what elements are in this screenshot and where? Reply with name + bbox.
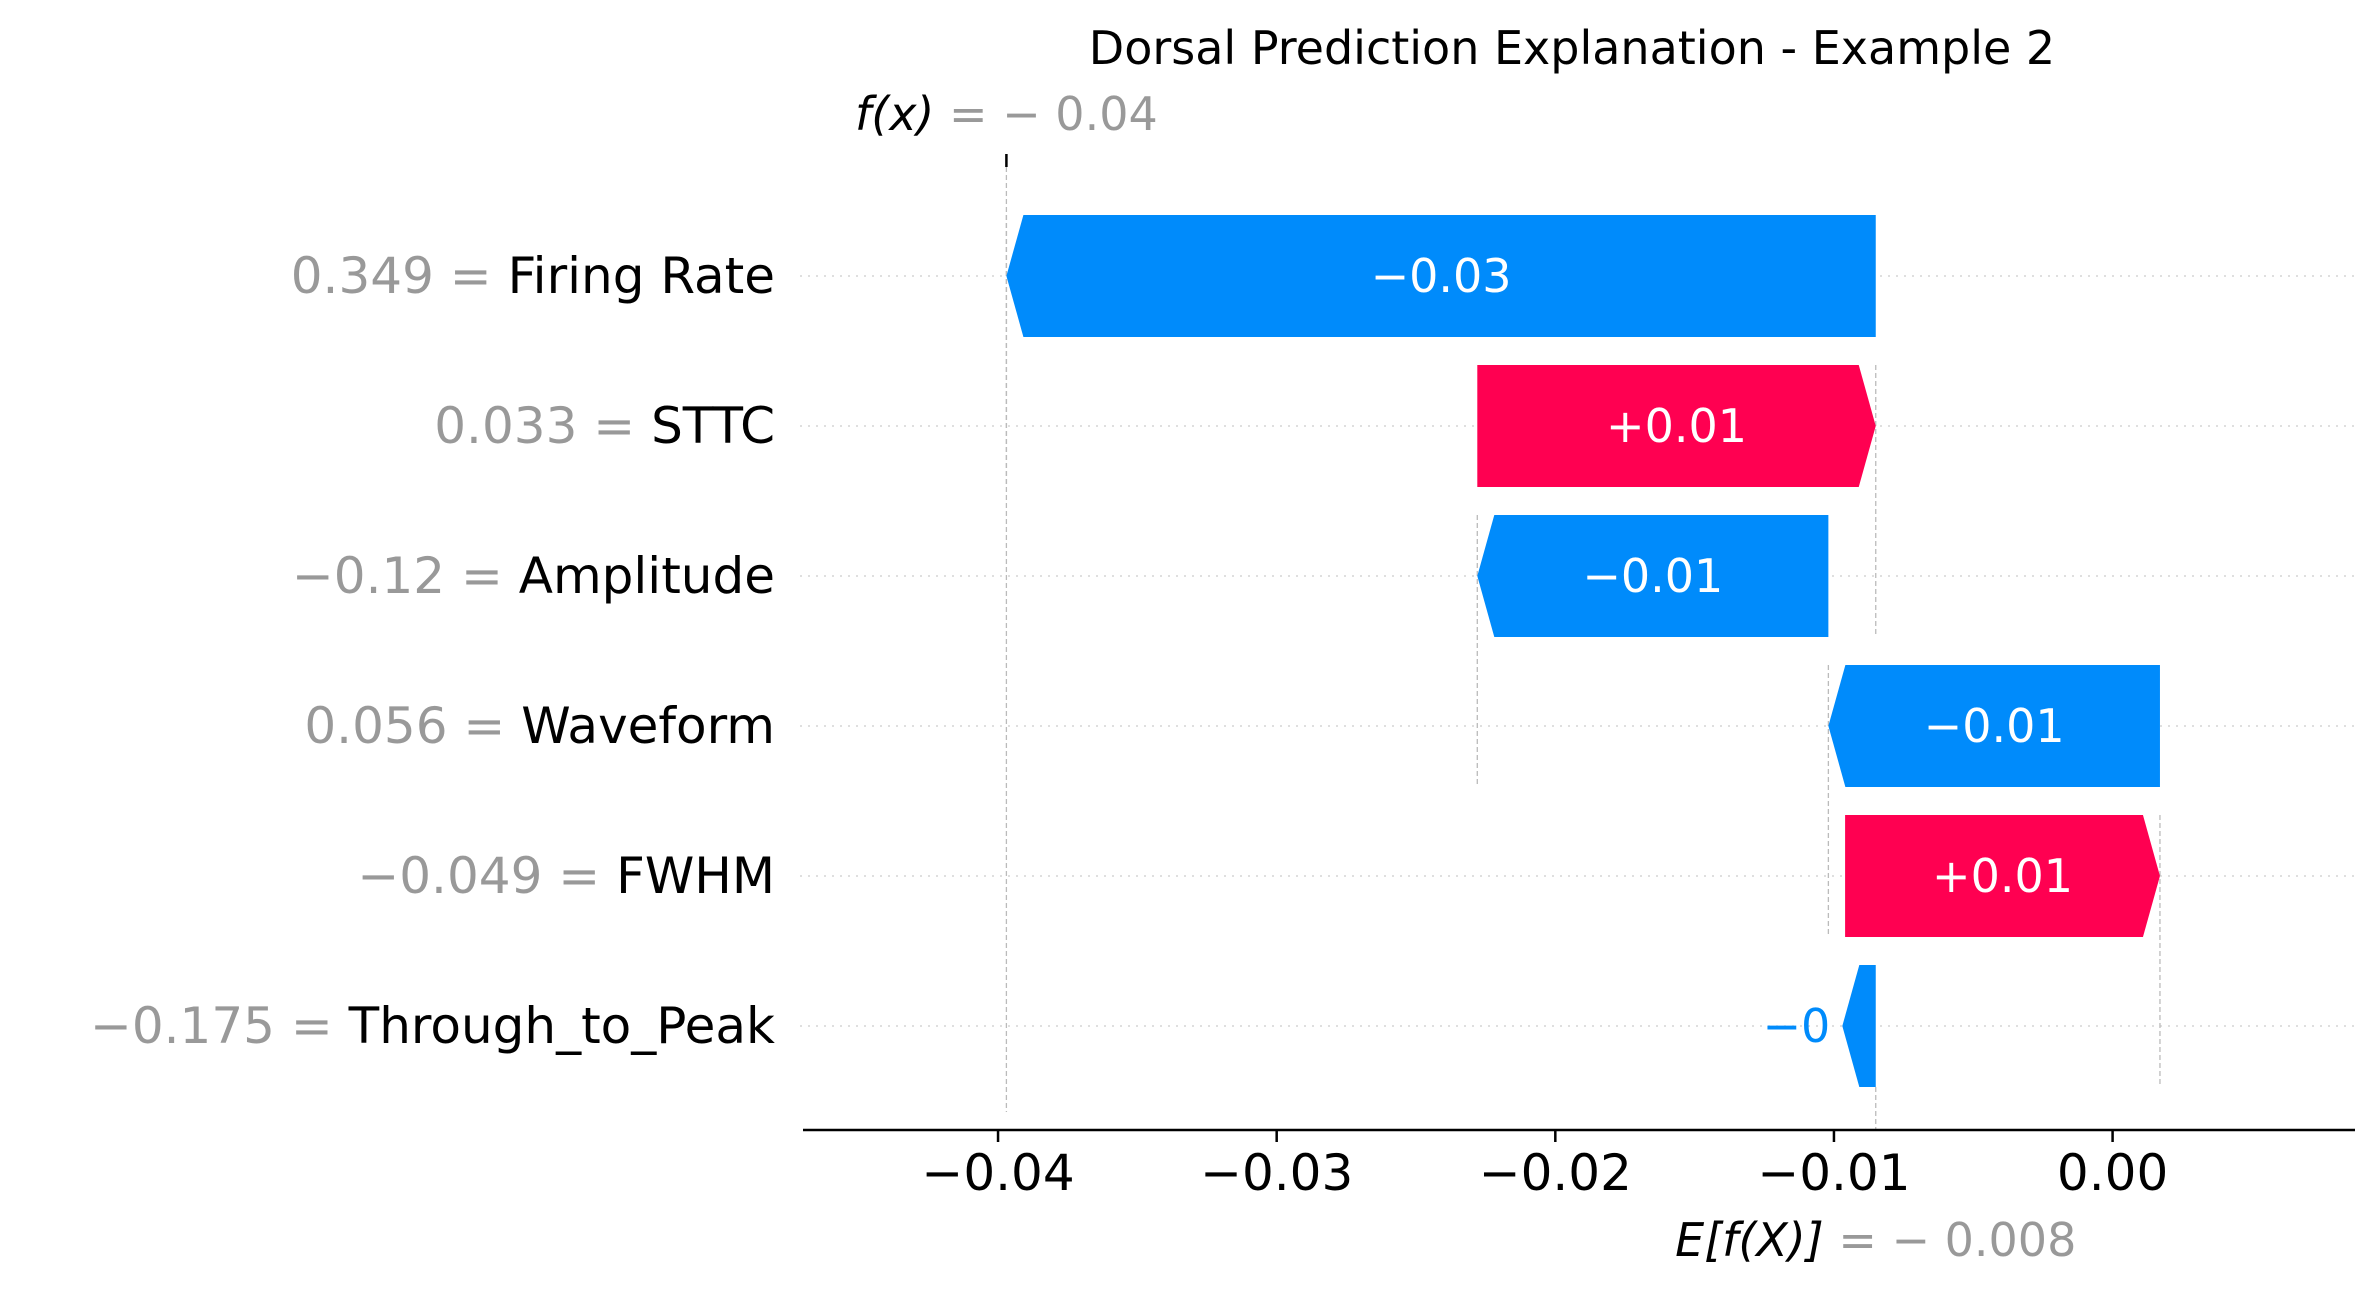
feature-labels: 0.349 = Firing Rate 0.033 = STTC −0.12 = A… xyxy=(90,247,775,1055)
bar-1 xyxy=(1477,365,1876,487)
bar-0 xyxy=(1006,215,1876,337)
base-value-annotation: E[f(X)] = − 0.008 xyxy=(1675,1213,2076,1267)
fx-annotation: f(x) = − 0.04 xyxy=(855,87,1158,167)
feature-label-2: −0.12 = Amplitude xyxy=(292,547,775,605)
x-tick-label-3: −0.01 xyxy=(1757,1144,1910,1202)
bar-4 xyxy=(1845,815,2160,937)
bar-label-5: −0 xyxy=(1762,999,1830,1053)
base-label-text: E[f(X)] = − 0.008 xyxy=(1675,1213,2076,1267)
fx-label-text: f(x) = − 0.04 xyxy=(855,87,1158,141)
bar-5 xyxy=(1842,965,1876,1087)
x-axis: −0.04 −0.03 −0.02 −0.01 0.00 xyxy=(803,1128,2355,1202)
chart-title: Dorsal Prediction Explanation - Example … xyxy=(1089,21,2055,75)
bar-label-1: +0.01 xyxy=(1606,399,1747,453)
feature-label-1: 0.033 = STTC xyxy=(434,397,775,455)
bar-label-0: −0.03 xyxy=(1371,249,1512,303)
feature-label-4: −0.049 = FWHM xyxy=(357,847,775,905)
feature-label-0: 0.349 = Firing Rate xyxy=(291,247,775,305)
bar-3 xyxy=(1828,665,2160,787)
x-tick-label-0: −0.04 xyxy=(921,1144,1074,1202)
x-tick-label-2: −0.02 xyxy=(1479,1144,1632,1202)
feature-label-3: 0.056 = Waveform xyxy=(304,697,775,755)
feature-label-5: −0.175 = Through_to_Peak xyxy=(90,997,775,1055)
bar-label-4: +0.01 xyxy=(1932,849,2073,903)
bar-label-3: −0.01 xyxy=(1924,699,2065,753)
bars-group: −0.03 +0.01 −0.01 −0.01 +0.01 −0 xyxy=(1006,215,2160,1087)
x-tick-label-1: −0.03 xyxy=(1200,1144,1353,1202)
x-tick-label-4: 0.00 xyxy=(2057,1144,2168,1202)
bar-label-2: −0.01 xyxy=(1582,549,1723,603)
connector-lines xyxy=(1005,167,2161,1130)
bar-2 xyxy=(1477,515,1829,637)
